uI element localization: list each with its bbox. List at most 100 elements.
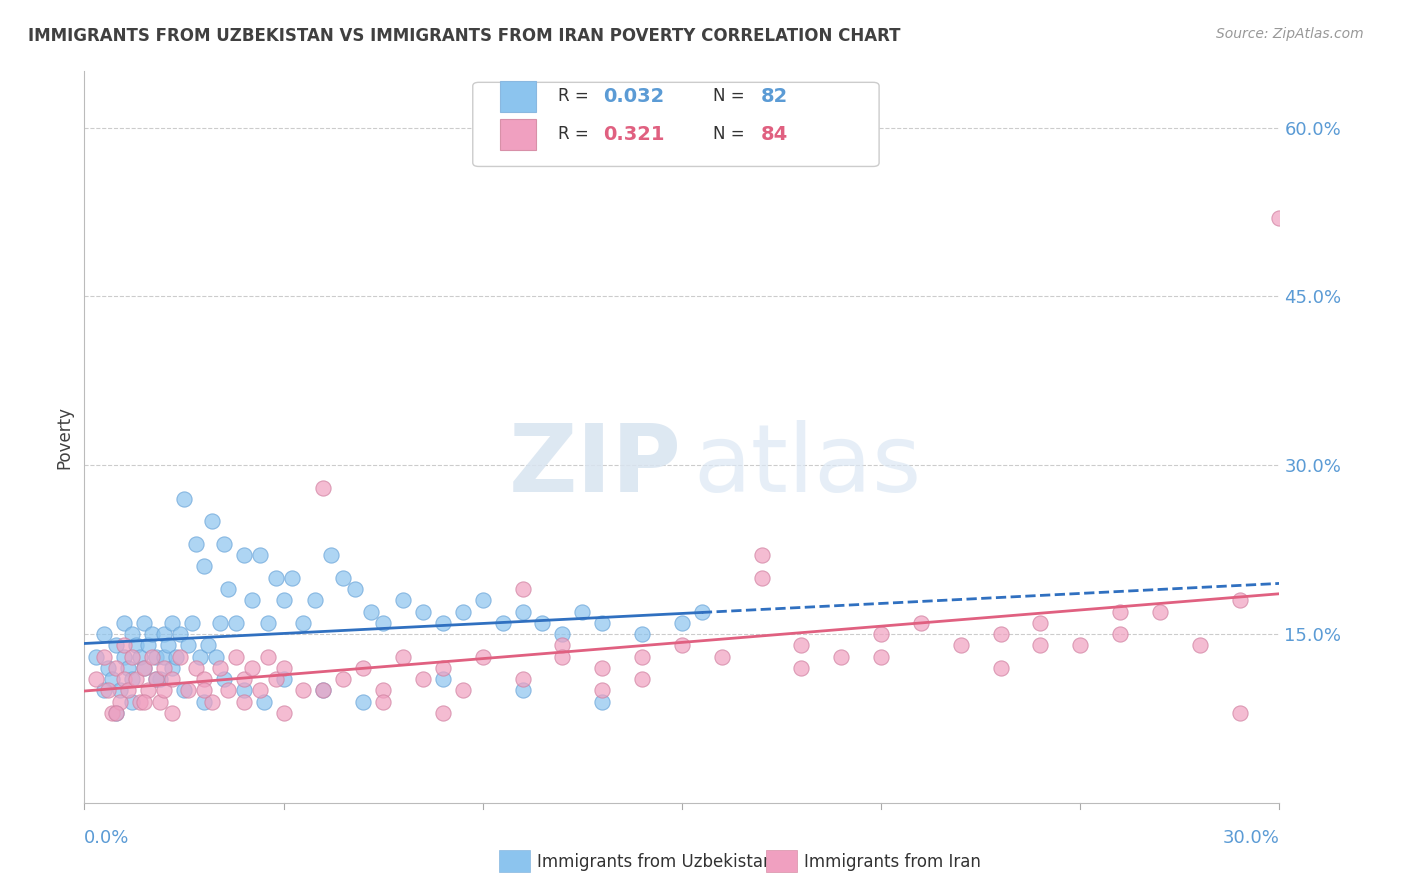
Text: 84: 84 bbox=[761, 125, 787, 144]
Point bbox=[129, 649, 152, 664]
Point bbox=[101, 706, 124, 720]
Point bbox=[332, 672, 354, 686]
Point bbox=[141, 649, 163, 664]
Point bbox=[117, 661, 139, 675]
Point bbox=[208, 661, 231, 675]
Point bbox=[280, 571, 302, 585]
Point bbox=[1109, 627, 1132, 641]
Point bbox=[551, 627, 574, 641]
Point bbox=[93, 649, 115, 664]
Point bbox=[264, 672, 287, 686]
Point bbox=[512, 605, 534, 619]
Point bbox=[512, 683, 534, 698]
Point bbox=[110, 694, 132, 708]
Point bbox=[160, 615, 183, 630]
Point bbox=[205, 649, 228, 664]
Point bbox=[232, 683, 254, 698]
Text: 82: 82 bbox=[761, 87, 787, 106]
Point bbox=[352, 694, 374, 708]
Point bbox=[93, 683, 115, 698]
Point bbox=[392, 649, 415, 664]
Point bbox=[631, 672, 654, 686]
Point bbox=[1149, 605, 1171, 619]
Point bbox=[212, 537, 235, 551]
Point bbox=[990, 627, 1012, 641]
Point bbox=[208, 615, 231, 630]
Point bbox=[105, 638, 128, 652]
Point bbox=[264, 571, 287, 585]
Point bbox=[240, 593, 263, 607]
Point bbox=[181, 615, 204, 630]
Point bbox=[304, 593, 326, 607]
Point bbox=[512, 582, 534, 596]
Point bbox=[201, 694, 224, 708]
Point bbox=[160, 661, 183, 675]
Point bbox=[145, 672, 167, 686]
Point bbox=[112, 649, 135, 664]
Point bbox=[112, 615, 135, 630]
Point bbox=[201, 515, 224, 529]
Point bbox=[141, 627, 163, 641]
Text: R =: R = bbox=[558, 125, 593, 144]
Text: Source: ZipAtlas.com: Source: ZipAtlas.com bbox=[1216, 27, 1364, 41]
Point bbox=[1109, 605, 1132, 619]
Point bbox=[145, 649, 167, 664]
Point bbox=[512, 672, 534, 686]
Point bbox=[591, 694, 613, 708]
Point bbox=[232, 694, 254, 708]
Point bbox=[173, 491, 195, 506]
Point bbox=[392, 593, 415, 607]
Point bbox=[432, 672, 454, 686]
Point bbox=[312, 683, 335, 698]
Point bbox=[132, 615, 156, 630]
Text: IMMIGRANTS FROM UZBEKISTAN VS IMMIGRANTS FROM IRAN POVERTY CORRELATION CHART: IMMIGRANTS FROM UZBEKISTAN VS IMMIGRANTS… bbox=[28, 27, 901, 45]
Text: N =: N = bbox=[713, 87, 749, 105]
Point bbox=[830, 649, 852, 664]
Point bbox=[1229, 706, 1251, 720]
Point bbox=[870, 649, 893, 664]
Point bbox=[631, 627, 654, 641]
Point bbox=[160, 706, 183, 720]
Point bbox=[225, 615, 247, 630]
Point bbox=[1229, 593, 1251, 607]
Point bbox=[373, 694, 395, 708]
Point bbox=[1029, 638, 1052, 652]
Point bbox=[129, 694, 152, 708]
Point bbox=[352, 661, 374, 675]
Text: N =: N = bbox=[713, 125, 749, 144]
Text: 0.0%: 0.0% bbox=[84, 829, 129, 847]
Point bbox=[177, 683, 200, 698]
Point bbox=[451, 605, 474, 619]
Point bbox=[790, 661, 813, 675]
Point bbox=[105, 661, 128, 675]
Point bbox=[671, 638, 693, 652]
Point bbox=[312, 683, 335, 698]
Point bbox=[432, 706, 454, 720]
Point bbox=[292, 683, 315, 698]
Point bbox=[225, 649, 247, 664]
Point bbox=[132, 661, 156, 675]
Point bbox=[591, 615, 613, 630]
Point bbox=[153, 627, 176, 641]
Point bbox=[273, 593, 295, 607]
Point bbox=[145, 672, 167, 686]
Point bbox=[249, 683, 271, 698]
Point bbox=[125, 638, 148, 652]
Point bbox=[373, 615, 395, 630]
Point bbox=[1188, 638, 1211, 652]
Point bbox=[332, 571, 354, 585]
Point bbox=[591, 683, 613, 698]
Point bbox=[157, 638, 180, 652]
Text: 0.032: 0.032 bbox=[603, 87, 664, 106]
Point bbox=[188, 649, 211, 664]
Point bbox=[432, 615, 454, 630]
Point bbox=[169, 649, 191, 664]
Point bbox=[571, 605, 593, 619]
Point bbox=[751, 548, 773, 562]
Point bbox=[471, 593, 494, 607]
Point bbox=[193, 683, 215, 698]
FancyBboxPatch shape bbox=[472, 82, 879, 167]
Text: 30.0%: 30.0% bbox=[1223, 829, 1279, 847]
Point bbox=[373, 683, 395, 698]
Point bbox=[256, 649, 278, 664]
